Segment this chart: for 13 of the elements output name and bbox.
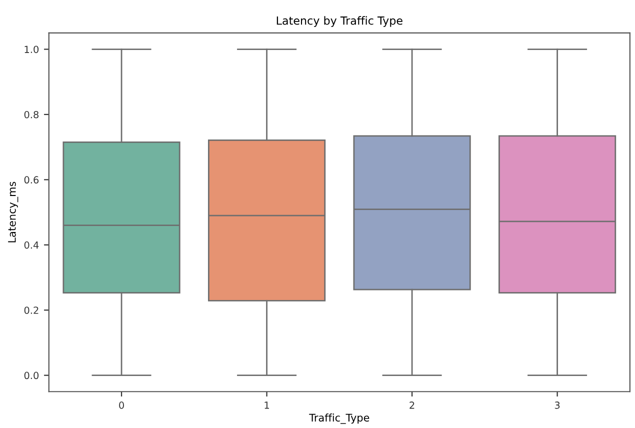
y-tick-label: 0.2: [24, 306, 38, 314]
y-tick-label: 0.6: [24, 176, 39, 184]
y-axis-title: Latency_ms: [8, 182, 18, 242]
y-tick-label: 0.4: [24, 241, 39, 249]
y-tick-label: 0.0: [24, 372, 39, 380]
x-tick-label: 2: [410, 402, 414, 409]
y-tick-label: 0.8: [24, 110, 39, 118]
x-tick-label: 1: [264, 402, 269, 409]
x-tick-label: 0: [119, 402, 124, 409]
y-tick-label: 1.0: [24, 46, 39, 54]
chart-title: Latency by Traffic Type: [276, 16, 402, 27]
x-tick-label: 3: [554, 402, 560, 409]
x-axis-title: Traffic_Type: [309, 414, 370, 424]
